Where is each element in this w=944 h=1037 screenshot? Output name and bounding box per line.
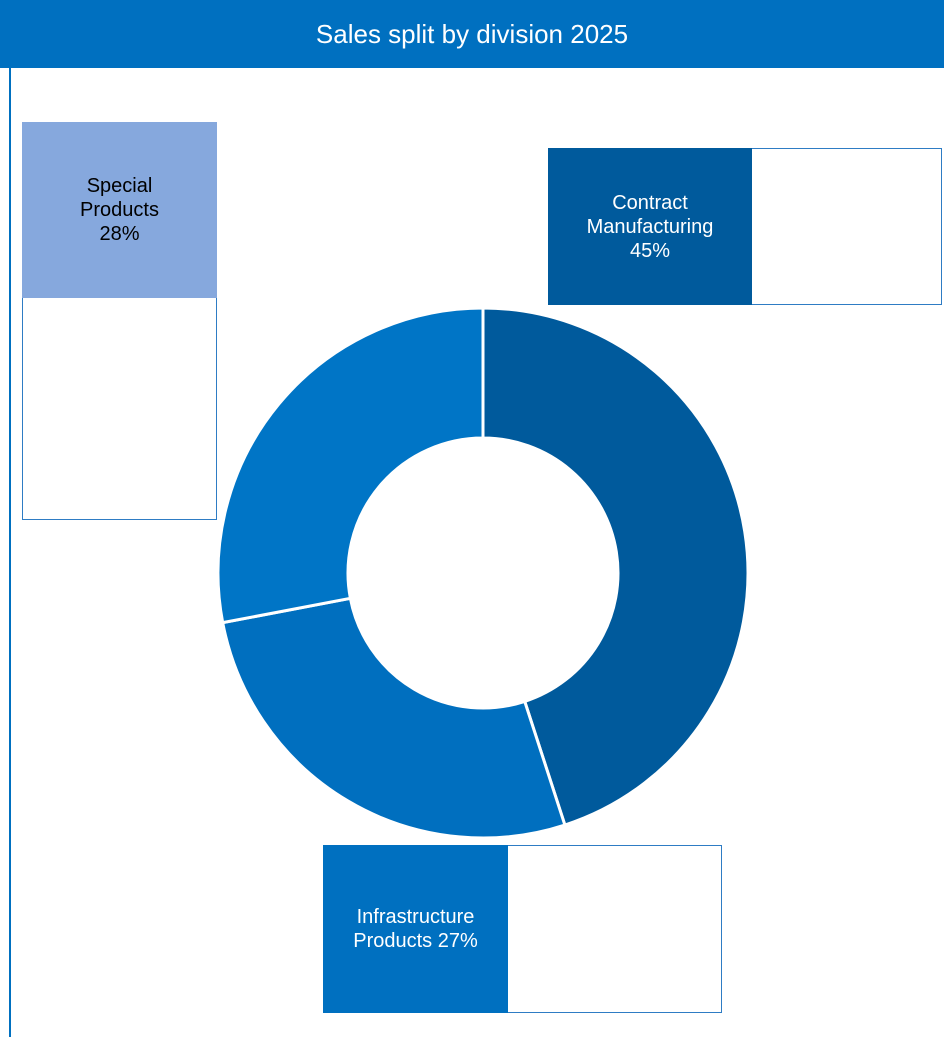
value-label: 27% (437, 930, 478, 952)
donut-slice (216, 306, 485, 625)
value-label: 45% (629, 239, 671, 262)
category-name: Contract Manufacturing (586, 191, 714, 238)
category-name: Special Products (80, 175, 159, 221)
label-text: Special Products 28% (58, 174, 181, 246)
donut-slice (481, 306, 750, 827)
chart-title: Sales split by division 2025 (315, 18, 629, 49)
frame-line (9, 68, 11, 1037)
label-text: Infrastructure Products 27% (331, 905, 500, 953)
title-bar: Sales split by division 2025 (0, 0, 944, 68)
category-label: Infrastructure Products 27% (323, 845, 508, 1013)
label-text: Contract Manufacturing 45% (558, 191, 742, 263)
category-label: Special Products 28% (22, 122, 217, 298)
value-label: 28% (99, 223, 140, 245)
category-name: Infrastructure Products (353, 906, 475, 952)
category-label: Contract Manufacturing 45% (548, 148, 752, 305)
donut-slice (220, 596, 567, 840)
